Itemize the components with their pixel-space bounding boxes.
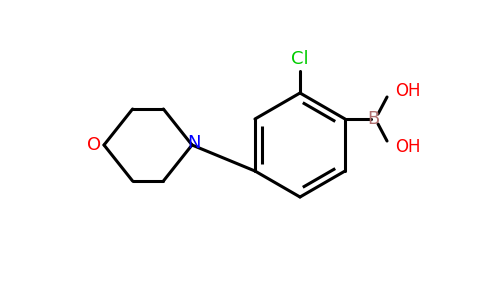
Text: O: O (87, 136, 101, 154)
Text: OH: OH (395, 138, 421, 156)
Text: OH: OH (395, 82, 421, 100)
Text: B: B (367, 110, 379, 128)
Text: N: N (187, 134, 201, 152)
Text: Cl: Cl (291, 50, 309, 68)
